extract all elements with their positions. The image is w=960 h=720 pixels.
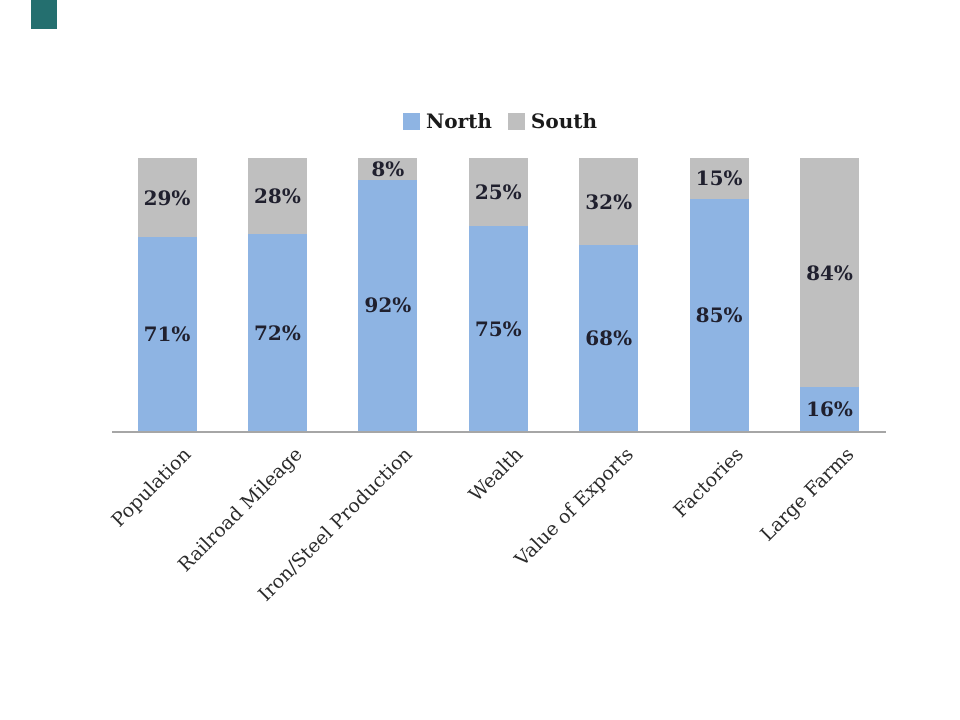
segment-south-railroad-mileage: 28% [247,158,307,235]
bar-wealth: 25% 75% [468,158,528,431]
segment-south-iron-steel-production: 8% [358,156,418,181]
corner-accent-bar [31,0,57,29]
segment-value-label: 92% [364,293,412,318]
segment-south-factories: 15% [689,158,749,199]
segment-value-label: 29% [143,185,191,210]
segment-north-value-of-exports: 68% [579,245,639,431]
segment-value-label: 8% [371,156,405,181]
x-axis-line [112,431,886,433]
chart-legend: North South [40,109,960,133]
segment-north-railroad-mileage: 72% [247,234,307,431]
segment-value-label: 75% [474,316,522,341]
segment-value-label: 85% [695,302,743,327]
bar-large-farms: 84% 16% [800,158,860,431]
segment-north-wealth: 75% [468,226,528,431]
segment-value-label: 28% [253,184,301,209]
segment-north-iron-steel-production: 92% [358,179,418,431]
segment-north-large-farms: 16% [800,387,860,431]
bar-value-of-exports: 32% 68% [579,158,639,431]
bar-railroad-mileage: 28% 72% [247,158,307,431]
bar-iron-steel-production: 8% 92% [358,156,418,431]
segment-value-label: 68% [585,326,633,351]
segment-value-label: 72% [253,320,301,345]
bar-population: 29% 71% [137,158,197,431]
legend-label-south: South [530,109,598,133]
legend-swatch-south [507,112,525,130]
segment-value-label: 32% [585,189,633,214]
legend-item-north: North [402,109,492,133]
segment-north-factories: 85% [689,198,749,431]
segment-value-label: 16% [806,397,853,422]
segment-south-large-farms: 84% [800,158,860,388]
segment-south-wealth: 25% [468,158,528,227]
segment-value-label: 15% [695,166,743,191]
legend-item-south: South [507,109,598,133]
segment-north-population: 71% [137,237,197,431]
segment-value-label: 25% [474,180,522,205]
segment-value-label: 71% [143,322,191,347]
legend-swatch-north [402,112,420,130]
legend-label-north: North [425,109,492,133]
bar-factories: 15% 85% [689,158,749,431]
segment-south-population: 29% [137,158,197,238]
segment-value-label: 84% [806,260,853,285]
segment-south-value-of-exports: 32% [579,158,639,246]
